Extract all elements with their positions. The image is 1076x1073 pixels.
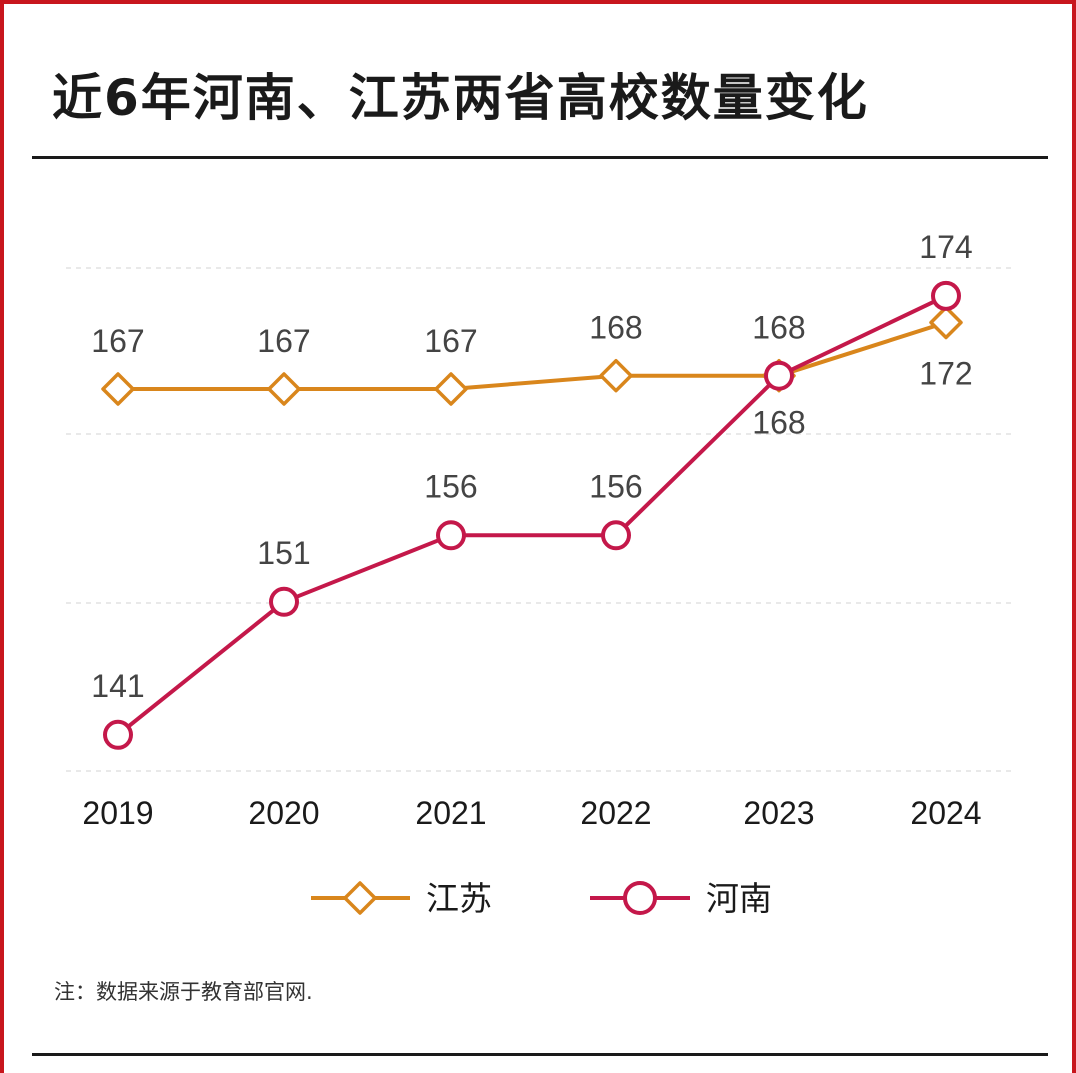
circle-icon xyxy=(623,881,657,915)
legend-label: 河南 xyxy=(706,879,772,918)
data-point xyxy=(436,520,466,551)
x-tick-label: 2019 xyxy=(82,795,153,831)
data-point xyxy=(267,372,301,406)
data-label: 168 xyxy=(752,405,805,441)
data-point xyxy=(599,358,633,393)
data-point xyxy=(929,305,963,340)
data-label: 168 xyxy=(752,310,805,346)
x-tick-label: 2021 xyxy=(415,795,486,831)
data-label: 167 xyxy=(257,323,310,359)
series-line xyxy=(116,294,947,737)
data-label: 168 xyxy=(589,310,642,346)
page-title: 近6年河南、江苏两省高校数量变化 xyxy=(52,69,869,127)
data-point xyxy=(434,372,468,406)
x-tick-label: 2020 xyxy=(248,795,319,831)
diamond-icon xyxy=(343,881,377,915)
data-label: 174 xyxy=(919,229,972,265)
data-point xyxy=(931,280,961,311)
series-line xyxy=(118,320,947,391)
data-label: 141 xyxy=(91,668,144,704)
data-point xyxy=(269,586,299,617)
x-tick-label: 2022 xyxy=(580,795,651,831)
x-tick-label: 2024 xyxy=(910,795,981,831)
data-label: 167 xyxy=(424,323,477,359)
data-point xyxy=(601,520,631,551)
source-note: 注：数据来源于教育部官网. xyxy=(54,980,313,1004)
legend-label: 江苏 xyxy=(426,879,492,918)
data-label: 151 xyxy=(257,535,310,571)
data-point xyxy=(101,372,135,406)
data-point xyxy=(764,360,794,391)
data-label: 156 xyxy=(424,468,477,504)
data-label: 172 xyxy=(919,356,972,392)
data-label: 167 xyxy=(91,323,144,359)
x-tick-label: 2023 xyxy=(743,795,814,831)
line-chart: 2019 2020 2021 2022 2023 2024 167 167 167 168 168 1… xyxy=(66,229,1014,918)
footer-divider xyxy=(32,1053,1048,1056)
title-divider xyxy=(32,156,1048,159)
data-label: 156 xyxy=(589,468,642,504)
data-point xyxy=(103,719,133,750)
